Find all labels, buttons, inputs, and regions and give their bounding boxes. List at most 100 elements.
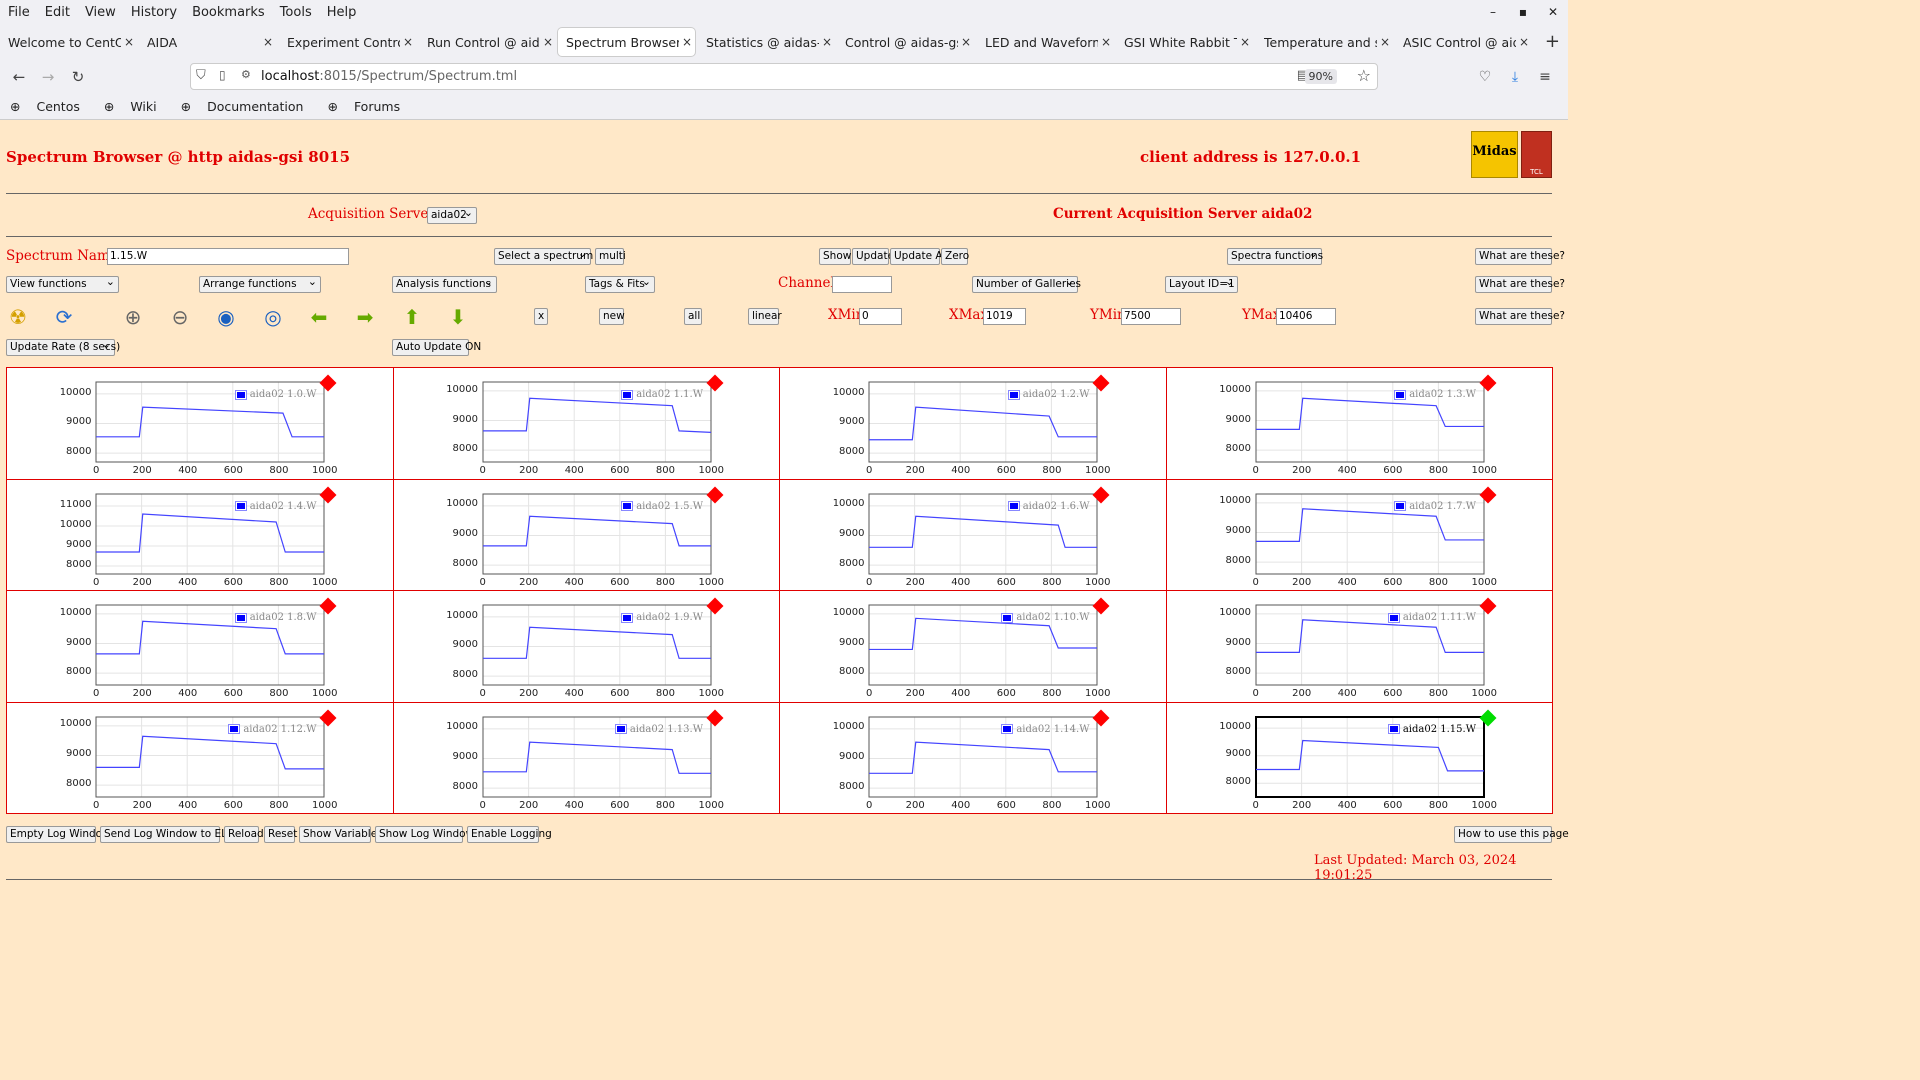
auto-update-button[interactable]: Auto Update ON [392, 339, 481, 356]
update-all-button[interactable]: Update All [890, 248, 948, 265]
footer-button-send-log-window-to-elog[interactable]: Send Log Window to ELog [100, 826, 240, 843]
select-spectrum-select[interactable]: Select a spectrum [494, 246, 593, 265]
compress-icon[interactable]: ◉ [217, 305, 235, 329]
bookmark-documentation[interactable]: ⊕ Documentation [180, 98, 304, 114]
how-to-use-button[interactable]: How to use this page [1454, 826, 1569, 843]
linear-button[interactable]: linear [748, 308, 782, 325]
tab-close-icon[interactable]: × [960, 35, 972, 49]
footer-button-enable-logging[interactable]: Enable Logging [467, 826, 552, 843]
new-tab-icon[interactable]: + [1544, 31, 1560, 52]
what-are-these-button-1[interactable]: What are these? [1475, 248, 1565, 265]
tab[interactable]: Spectrum Browser @× [558, 28, 695, 56]
back-icon[interactable]: ← [12, 68, 26, 86]
ymin-input[interactable]: 7500 [1121, 308, 1181, 325]
bookmark-forums[interactable]: ⊕ Forums [327, 98, 401, 114]
tab[interactable]: Welcome to CentOS × [0, 28, 137, 56]
what-are-these-button-3[interactable]: What are these? [1475, 308, 1565, 325]
spectrum-cell[interactable]: 0 200 400 600 800 1000 8000 9000 10000 aida02 1.1… [1165, 590, 1553, 703]
menu-view[interactable]: View [84, 4, 116, 20]
all-button[interactable]: all [684, 308, 702, 325]
url-bar[interactable]: ⛉ ▯ ⚙ localhost:8015/Spectrum/Spectrum.t… [190, 63, 1378, 90]
tab[interactable]: GSI White Rabbit Tin× [1116, 28, 1253, 56]
spectrum-cell[interactable]: 0 200 400 600 800 1000 8000 9000 10000 aida02 1.7… [1165, 478, 1553, 591]
tab-close-icon[interactable]: × [1379, 35, 1391, 49]
tab[interactable]: ASIC Control @ aida × [1395, 28, 1532, 56]
connection-icon[interactable]: ⚙ [241, 68, 251, 81]
url-text[interactable]: localhost:8015/Spectrum/Spectrum.tml [261, 69, 518, 84]
tags-fits-select[interactable]: Tags & Fits [585, 274, 655, 293]
new-button[interactable]: new [599, 308, 625, 325]
reload-icon[interactable]: ↻ [71, 68, 85, 86]
tab-close-icon[interactable]: × [1100, 35, 1112, 49]
spectrum-cell[interactable]: 0 200 400 600 800 1000 8000 9000 10000 aida02 1.6… [779, 478, 1167, 591]
forward-icon[interactable]: → [41, 68, 55, 86]
tab[interactable]: LED and Waveform c× [977, 28, 1114, 56]
multi-button[interactable]: multi [595, 248, 626, 265]
arrow-right-icon[interactable]: ➡ [356, 305, 374, 329]
tab-close-icon[interactable]: × [402, 35, 414, 49]
tab-close-icon[interactable]: × [542, 35, 554, 49]
update-button[interactable]: Update [852, 248, 894, 265]
refresh-icon[interactable]: ⟳ [55, 305, 73, 329]
tab-close-icon[interactable]: × [123, 35, 135, 49]
menu-edit[interactable]: Edit [44, 4, 70, 20]
tab-close-icon[interactable]: × [1518, 35, 1530, 49]
footer-button-show-log-window[interactable]: Show Log Window [375, 826, 474, 843]
arrange-functions-select[interactable]: Arrange functions [199, 274, 321, 293]
zoom-out-icon[interactable]: ⊖ [171, 305, 189, 329]
bookmark-wiki[interactable]: ⊕ Wiki [103, 98, 157, 114]
channel-input[interactable] [832, 276, 892, 293]
spectrum-name-input[interactable]: 1.15.W [107, 248, 349, 265]
tab[interactable]: Experiment Control @× [279, 28, 416, 56]
menu-file[interactable]: File [8, 4, 30, 20]
spectrum-cell[interactable]: 0 200 400 600 800 1000 8000 9000 10000 aida02 1.0… [6, 367, 394, 480]
tab[interactable]: Statistics @ aidas-gsi× [698, 28, 835, 56]
footer-button-reload[interactable]: Reload [224, 826, 264, 843]
shield-icon[interactable]: ⛉ [196, 68, 206, 83]
footer-button-empty-log-window[interactable]: Empty Log Window [6, 826, 111, 843]
spectrum-cell[interactable]: 0 200 400 600 800 1000 8000 9000 10000 aida02 1.9… [392, 590, 780, 703]
tab[interactable]: Temperature and sta× [1256, 28, 1393, 56]
spectra-functions-select[interactable]: Spectra functions [1227, 246, 1323, 265]
zero-button[interactable]: Zero [941, 248, 969, 265]
arrow-left-icon[interactable]: ⬅ [310, 305, 328, 329]
ymax-input[interactable]: 10406 [1276, 308, 1336, 325]
expand-icon[interactable]: ◎ [264, 305, 282, 329]
x-button[interactable]: x [534, 308, 548, 325]
analysis-functions-select[interactable]: Analysis functions [392, 274, 497, 293]
what-are-these-button-2[interactable]: What are these? [1475, 276, 1565, 293]
zoom-in-icon[interactable]: ⊕ [124, 305, 142, 329]
spectrum-cell[interactable]: 0 200 400 600 800 1000 8000 9000 10000 aida02 1.1… [6, 701, 394, 814]
menu-tools[interactable]: Tools [279, 4, 312, 20]
close-window-icon[interactable]: ✕ [1547, 5, 1559, 19]
maximize-icon[interactable]: ▪ [1518, 5, 1528, 19]
spectrum-cell[interactable]: 0 200 400 600 800 1000 8000 9000 10000 aida02 1.2… [779, 367, 1167, 480]
update-rate-select[interactable]: Update Rate (8 secs) [6, 337, 120, 356]
spectrum-cell[interactable]: 0 200 400 600 800 1000 8000 9000 10000 11000 aida0… [6, 478, 394, 591]
xmin-input[interactable]: 0 [859, 308, 902, 325]
spectrum-cell[interactable]: 0 200 400 600 800 1000 8000 9000 10000 aida02 1.1… [1165, 701, 1553, 814]
spectrum-cell[interactable]: 0 200 400 600 800 1000 8000 9000 10000 aida02 1.1… [779, 701, 1167, 814]
spectrum-cell[interactable]: 0 200 400 600 800 1000 8000 9000 10000 aida02 1.3… [1165, 367, 1553, 480]
tab[interactable]: AIDA × [139, 28, 276, 56]
radiation-icon[interactable]: ☢ [9, 305, 27, 329]
tab-close-icon[interactable]: × [681, 35, 693, 49]
menu-bookmarks[interactable]: Bookmarks [192, 4, 265, 20]
arrow-up-icon[interactable]: ⬆ [403, 305, 421, 329]
tab[interactable]: Run Control @ aidas× [419, 28, 556, 56]
tab-close-icon[interactable]: × [262, 35, 274, 49]
tab[interactable]: Control @ aidas-gsi × [837, 28, 974, 56]
tab-close-icon[interactable]: × [1239, 35, 1251, 49]
layout-select[interactable]: Layout ID=1 [1165, 274, 1238, 293]
number-of-galleries-select[interactable]: Number of Galleries [972, 274, 1081, 293]
tab-close-icon[interactable]: × [821, 35, 833, 49]
minimize-icon[interactable]: – [1490, 5, 1496, 19]
menu-history[interactable]: History [130, 4, 178, 20]
footer-button-reset[interactable]: Reset [264, 826, 297, 843]
spectrum-cell[interactable]: 0 200 400 600 800 1000 8000 9000 10000 aida02 1.5… [392, 478, 780, 591]
view-functions-select[interactable]: View functions [6, 274, 119, 293]
hamburger-menu-icon[interactable]: ≡ [1539, 69, 1551, 85]
spectrum-cell[interactable]: 0 200 400 600 800 1000 8000 9000 10000 aida02 1.1… [392, 367, 780, 480]
download-icon[interactable]: ⤓ [1511, 69, 1519, 85]
star-icon[interactable]: ☆ [1356, 66, 1371, 85]
